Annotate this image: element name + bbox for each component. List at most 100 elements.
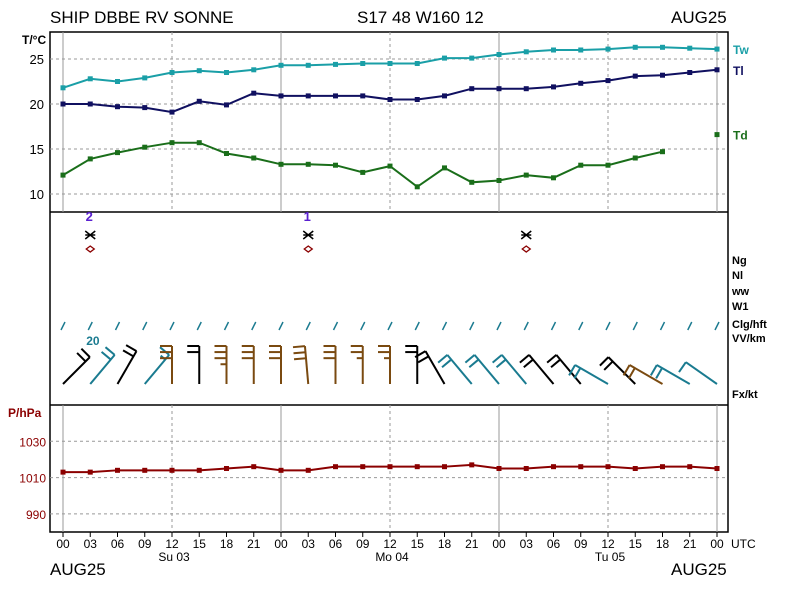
series-pressure-point <box>632 466 638 471</box>
ceiling-mark <box>87 321 93 331</box>
ceiling-mark <box>387 321 393 331</box>
ceiling-mark <box>605 321 611 331</box>
weather-row-label: W1 <box>732 301 749 313</box>
x-tick-label: 21 <box>247 537 261 551</box>
month-label-bottom-right: AUG25 <box>671 560 727 579</box>
w1-symbol: 1 <box>304 209 311 224</box>
series-tw-point <box>278 62 284 68</box>
series-pressure-point <box>605 464 611 470</box>
series-tw-point <box>60 85 66 91</box>
series-pressure-point <box>551 464 556 470</box>
series-tw-point <box>660 44 665 50</box>
series-pressure-point <box>442 464 447 470</box>
ceiling-mark <box>196 321 202 331</box>
x-tick-label: 09 <box>138 537 152 551</box>
y-tick-label: 1010 <box>19 472 46 486</box>
series-tw-point <box>360 61 366 66</box>
x-tick-label: 06 <box>111 537 125 551</box>
series-pressure-point <box>496 466 502 471</box>
series-tl-point <box>87 101 93 107</box>
wind-barb <box>292 345 310 385</box>
ceiling-mark <box>332 321 339 331</box>
series-td-point <box>333 162 338 168</box>
ceiling-mark <box>414 321 420 331</box>
series-pressure-point <box>278 467 284 473</box>
series-pressure-point <box>305 467 311 473</box>
y-tick-label: 15 <box>30 142 44 157</box>
x-tick-label: 00 <box>274 537 288 551</box>
series-pressure-point <box>333 464 338 470</box>
x-tick-label: 15 <box>411 537 425 551</box>
x-tick-label: 18 <box>438 537 452 551</box>
wind-barb <box>437 354 473 385</box>
series-pressure-point <box>714 466 720 471</box>
ceiling-mark <box>223 321 230 331</box>
series-td-point <box>278 161 284 167</box>
wind-barb <box>599 356 636 385</box>
y-axis-label-pressure: P/hPa <box>8 406 42 420</box>
ceiling-mark <box>441 321 448 331</box>
series-tl-point <box>414 97 420 102</box>
x-unit-label: UTC <box>731 537 756 551</box>
y-tick-label: 990 <box>26 508 46 522</box>
weather-row-label: Fx/kt <box>732 389 758 401</box>
series-td-point <box>523 172 529 178</box>
series-tl-point <box>687 70 693 75</box>
series-tw-point <box>469 55 475 61</box>
chart-frame <box>49 31 729 533</box>
series-tw-point <box>224 70 229 75</box>
weather-row-label: VV/km <box>732 333 766 345</box>
x-tick-label: 03 <box>520 537 534 551</box>
series-td-point <box>87 156 93 162</box>
wind-barb <box>678 361 718 385</box>
ceiling-mark <box>550 321 557 331</box>
series-td-point <box>660 149 665 155</box>
series-tl-point <box>142 105 148 111</box>
series-tw-point <box>305 62 311 68</box>
series-td-point <box>360 169 366 175</box>
ceiling-mark <box>687 321 693 331</box>
series-pressure-point <box>578 464 584 470</box>
x-tick-label: 12 <box>601 537 615 551</box>
series-pressure-point <box>142 467 148 473</box>
ceiling-mark <box>496 321 502 331</box>
y-tick-label: 20 <box>30 97 44 112</box>
series-tw-point <box>687 45 693 51</box>
series-tl-point <box>196 98 202 104</box>
series-tw-point <box>714 46 720 52</box>
series-tw-point <box>632 44 638 50</box>
x-day-label: Su 03 <box>158 550 190 564</box>
series-tw-point <box>414 61 420 66</box>
series-tl-point <box>496 86 502 92</box>
x-tick-label: 21 <box>465 537 479 551</box>
wind-barb <box>323 345 337 384</box>
series-tw-point <box>496 52 502 57</box>
x-tick-label: 06 <box>329 537 343 551</box>
x-tick-label: 18 <box>656 537 670 551</box>
series-tw-point <box>523 49 529 55</box>
ww-symbol <box>520 230 532 253</box>
wind-barb <box>568 364 609 385</box>
series-pressure-point <box>414 464 420 470</box>
series-td-point <box>469 179 475 185</box>
w1-symbol: 2 <box>86 209 93 224</box>
x-tick-label: 09 <box>356 537 370 551</box>
wind-barb <box>649 364 691 385</box>
series-tw-point <box>142 75 148 81</box>
series-tw-point <box>442 55 447 61</box>
wind-barb <box>160 345 173 384</box>
series-pressure-point <box>115 467 120 473</box>
weather-row-label: Ng <box>732 255 747 267</box>
legend-tl: Tl <box>733 64 744 78</box>
series-td-point <box>551 175 556 181</box>
weather-row-label: Nl <box>732 270 743 282</box>
visibility-value: 20 <box>86 334 100 348</box>
series-pressure-point <box>196 467 202 473</box>
series-tl-point <box>523 86 529 92</box>
legend-td: Td <box>733 129 748 143</box>
series-tl-point <box>578 80 584 86</box>
ww-symbol <box>302 230 314 253</box>
ceiling-mark <box>114 321 121 331</box>
x-day-label: Tu 05 <box>595 550 626 564</box>
series-pressure-point <box>224 466 229 471</box>
